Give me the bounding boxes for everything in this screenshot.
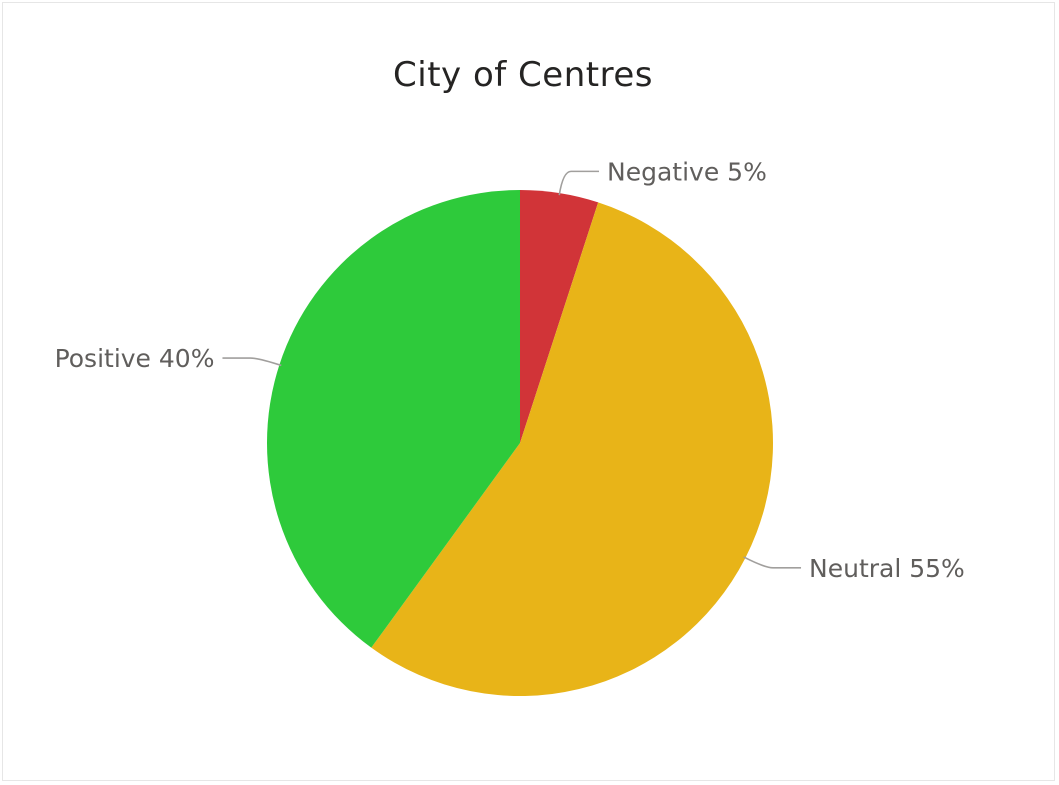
pie-slice-neutral[interactable] [371, 202, 774, 697]
pie-slice-positive[interactable] [267, 190, 520, 648]
leader-line-negative [558, 170, 600, 196]
chart-title: City of Centres [393, 55, 653, 95]
pie-slice-negative[interactable] [520, 190, 599, 443]
leader-line-positive [222, 357, 282, 367]
data-label-neutral: Neutral 55% [809, 554, 965, 583]
pie-slices [267, 190, 774, 697]
leader-line-neutral [743, 556, 802, 569]
pie-labels: Negative 5% Neutral 55% Positive 40% [55, 157, 965, 582]
data-label-positive: Positive 40% [55, 344, 215, 373]
data-label-negative: Negative 5% [607, 157, 767, 186]
